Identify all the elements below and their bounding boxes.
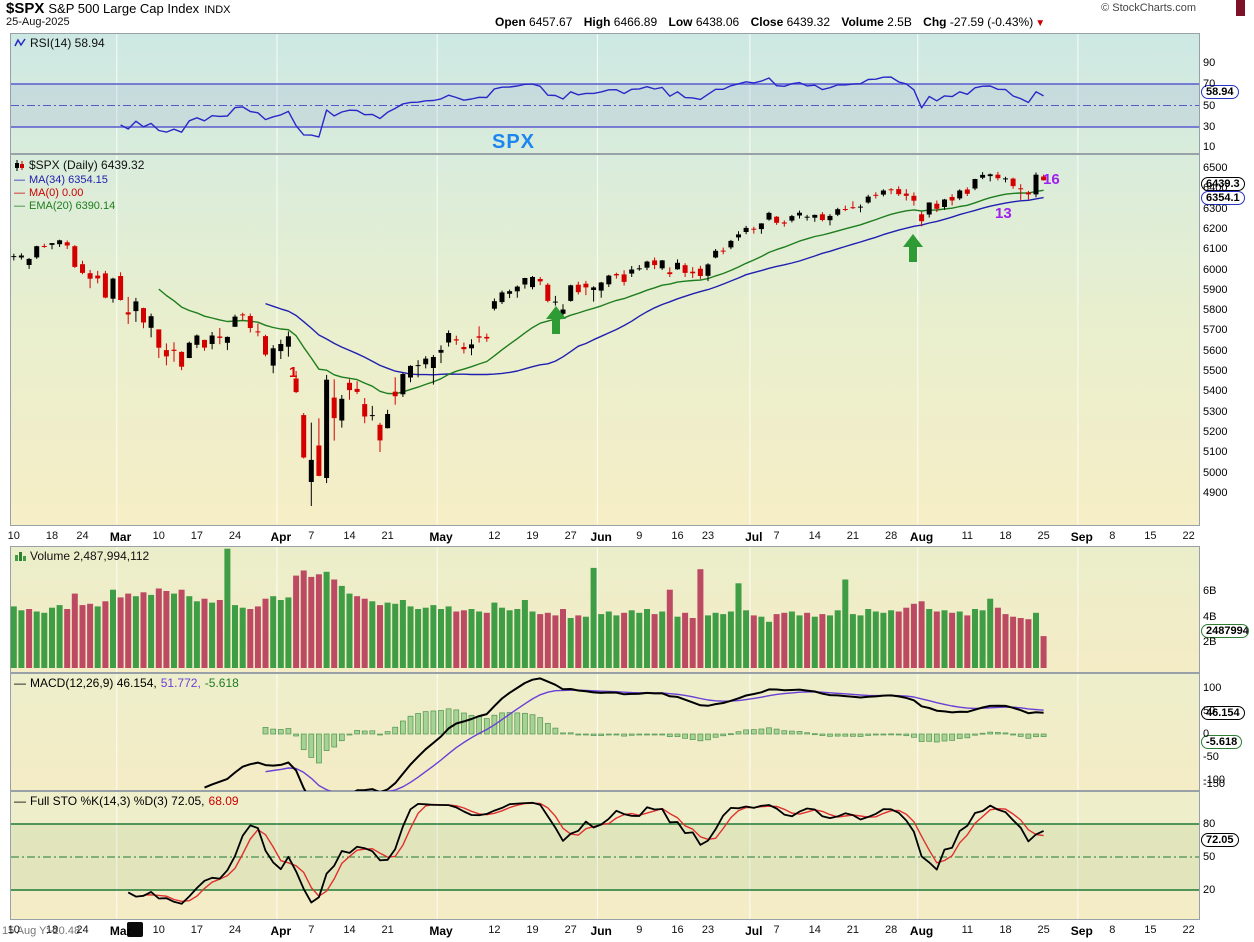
sto-d-legend: 68.09 [208, 794, 239, 808]
stochastics-plot-background [10, 791, 1200, 920]
macd-legend: MACD(12,26,9) 46.154, [30, 676, 157, 690]
bar-chart-icon [15, 552, 26, 561]
volume-legend: Volume 2,487,994,112 [30, 549, 150, 563]
open-value: 6457.67 [529, 15, 573, 29]
low-label: Low [668, 15, 693, 29]
high-value: 6466.89 [613, 15, 658, 29]
rsi-panel: RSI(14) 58.94 58.94 90 70 50 30 10 [0, 33, 1254, 154]
chart-header: $SPX S&P 500 Large Cap Index INDX [6, 0, 231, 17]
crosshair-readout: 15 Aug Y:-20.48 [2, 925, 81, 937]
rsi-legend: RSI(14) 58.94 [30, 36, 105, 50]
macd-hist-badge: -5.618 [1201, 735, 1243, 749]
chg-down-triangle-icon[interactable]: ▼ [1035, 18, 1046, 29]
macd-hist-legend: -5.618 [204, 676, 239, 690]
close-label: Close [750, 15, 784, 29]
ema20-legend: EMA(20) 6390.14 [29, 200, 116, 212]
cursor-marker[interactable] [127, 922, 143, 937]
line-chart-icon [14, 38, 26, 47]
corner-mark [1236, 0, 1245, 16]
macd-dash-icon: — [14, 676, 26, 690]
count-13-annotation: 13 [995, 205, 1012, 222]
volume-value-badge: 2487994112 [1201, 624, 1249, 638]
ma0-legend: MA(0) 0.00 [29, 187, 84, 199]
green-up-arrow [903, 234, 923, 264]
ohlc-readout: Open 6457.67 High 6466.89 Low 6438.06 Cl… [487, 15, 1045, 29]
rsi-plot-background [10, 33, 1200, 154]
sto-value-badge: 72.05 [1201, 833, 1239, 847]
rsi-chart[interactable] [0, 33, 1254, 154]
macd-value-badge: 46.154 [1201, 706, 1245, 720]
open-label: Open [495, 15, 526, 29]
rsi-value-badge: 58.94 [1201, 85, 1239, 99]
close-value: 6439.32 [786, 15, 830, 29]
spx-annotation: SPX [492, 131, 536, 153]
x-axis-top: 10 18 24 Mar 10 17 24 Apr 7 14 21 May 12 19 27 Jun 9 16 23… [0, 526, 1254, 546]
ma34-legend: MA(34) 6354.15 [29, 174, 108, 186]
price-panel: $SPX (Daily) 6439.32 — MA(34) 6354.15 — MA… [0, 154, 1254, 526]
low-value: 6438.06 [695, 15, 740, 29]
count-16-annotation: 16 [1043, 171, 1060, 188]
volume-label: Volume [841, 15, 884, 29]
ema20-dash-icon: — [14, 200, 25, 212]
stockcharts-credit[interactable]: © StockCharts.com [1101, 2, 1196, 14]
volume-chart[interactable] [0, 546, 1254, 673]
stochastics-panel: — Full STO %K(14,3) %D(3) 72.05, 68.09 7… [0, 791, 1254, 920]
price-legend-main: $SPX (Daily) 6439.32 [29, 158, 145, 172]
exchange-label: INDX [204, 4, 231, 16]
ma0-dash-icon: — [14, 187, 25, 199]
candlestick-icon [15, 159, 24, 171]
last-price-badge: 6439.3 [1201, 177, 1245, 191]
sto-dash-icon: — [14, 794, 26, 808]
x-axis-bottom: 15 Aug Y:-20.48 10 18 24 Mar 10 17 24 Apr 7 14 21 M… [0, 920, 1254, 942]
symbol: $SPX [6, 0, 45, 17]
macd-chart[interactable] [0, 673, 1254, 791]
macd-signal-legend: 51.772, [160, 676, 201, 690]
stochastics-chart[interactable] [0, 791, 1254, 920]
volume-plot-background [10, 546, 1200, 673]
green-up-arrow [546, 306, 566, 336]
macd-panel: — MACD(12,26,9) 46.154, 51.772, -5.618 4… [0, 673, 1254, 791]
index-name: S&P 500 Large Cap Index [48, 1, 200, 16]
ma34-value-badge: 6354.1 [1201, 191, 1245, 205]
high-label: High [583, 15, 611, 29]
chg-value: -27.59 (-0.43%) [949, 15, 1034, 29]
mark-1-annotation: 1 [289, 364, 298, 381]
price-plot-background [10, 154, 1200, 526]
sto-legend: Full STO %K(14,3) %D(3) 72.05, [30, 794, 205, 808]
price-chart[interactable] [0, 154, 1254, 526]
chart-date: 25-Aug-2025 [6, 16, 70, 28]
chg-label: Chg [923, 15, 947, 29]
volume-value: 2.5B [887, 15, 912, 29]
ma34-dash-icon: — [14, 174, 25, 186]
